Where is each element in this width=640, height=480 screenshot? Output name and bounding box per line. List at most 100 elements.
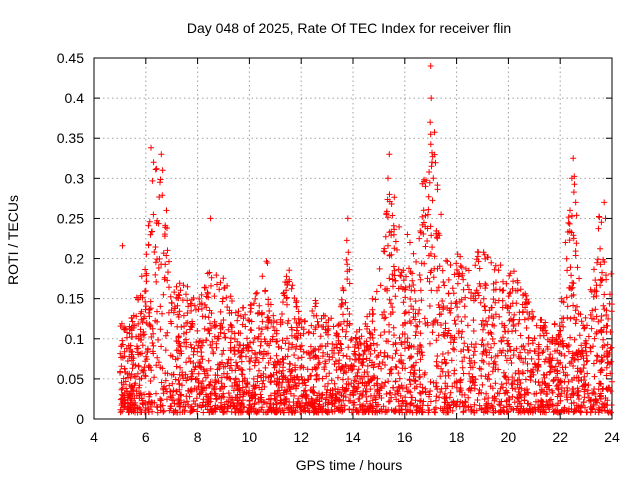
data-point [416, 318, 423, 325]
data-point [430, 321, 437, 328]
data-point [570, 399, 577, 406]
data-point [247, 358, 254, 365]
data-point [225, 360, 231, 367]
data-point [517, 349, 524, 356]
data-point [527, 377, 534, 384]
data-point [124, 334, 130, 341]
data-point [564, 387, 571, 394]
data-point [490, 409, 497, 416]
data-point [544, 391, 551, 397]
data-point [256, 349, 263, 356]
data-point [180, 399, 187, 406]
data-point [522, 376, 529, 383]
data-point [287, 404, 294, 411]
data-point [262, 373, 269, 380]
data-point [432, 409, 439, 416]
data-point [286, 267, 293, 274]
data-point [573, 349, 580, 356]
x-tick-label: 14 [345, 429, 361, 445]
data-point [558, 390, 565, 397]
data-point [140, 369, 147, 375]
data-point [535, 398, 542, 405]
data-point [141, 331, 148, 338]
data-point [149, 348, 156, 355]
data-point [307, 343, 314, 350]
data-point [377, 332, 384, 339]
data-point [525, 334, 532, 341]
data-point [392, 350, 399, 357]
data-point [198, 291, 205, 298]
data-point [354, 408, 361, 414]
data-point [454, 280, 461, 287]
data-point [266, 308, 273, 314]
data-point [310, 330, 317, 337]
data-point [599, 269, 605, 276]
data-point [228, 309, 235, 316]
data-point [489, 368, 496, 375]
data-point [395, 370, 402, 377]
y-tick-label: 0.4 [65, 90, 85, 106]
data-point [329, 408, 336, 415]
data-point [326, 391, 333, 398]
data-point [448, 357, 455, 364]
data-point [391, 267, 398, 274]
x-tick-label: 6 [142, 429, 150, 445]
data-point [401, 310, 408, 317]
data-point [333, 391, 339, 397]
data-point [429, 197, 436, 204]
data-point [330, 323, 337, 330]
data-point [179, 409, 186, 415]
data-point [443, 405, 449, 412]
data-point [177, 287, 184, 294]
data-point [580, 399, 587, 406]
data-points [117, 63, 615, 416]
data-point [381, 329, 388, 335]
data-point [441, 394, 448, 400]
data-point [403, 273, 409, 280]
data-point [324, 351, 331, 358]
data-point [501, 390, 508, 397]
data-point [511, 268, 517, 275]
data-point [429, 244, 436, 251]
data-point [280, 299, 286, 306]
data-point [420, 219, 427, 226]
data-point [386, 321, 392, 328]
data-point [236, 387, 243, 394]
data-point [374, 386, 381, 393]
data-point [530, 366, 537, 373]
data-point [274, 338, 281, 345]
data-point [386, 191, 393, 198]
y-tick-label: 0.3 [65, 170, 85, 186]
data-point [327, 387, 334, 394]
data-point [346, 406, 353, 413]
data-point [568, 229, 575, 236]
data-point [402, 403, 409, 410]
data-point [537, 316, 544, 323]
data-point [310, 354, 317, 361]
data-point [364, 325, 370, 332]
data-point [117, 368, 124, 375]
data-point [344, 261, 351, 268]
data-point [539, 349, 546, 356]
data-point [571, 314, 578, 321]
data-point [410, 314, 417, 321]
data-point [354, 338, 360, 345]
data-point [408, 287, 415, 294]
data-point [507, 355, 514, 362]
data-point [369, 409, 376, 416]
data-point [257, 372, 264, 379]
data-point [465, 394, 472, 401]
data-point [117, 350, 124, 357]
data-point [342, 388, 349, 395]
data-point [451, 367, 458, 374]
data-point [354, 372, 361, 379]
data-point [492, 380, 499, 387]
data-point [157, 407, 164, 414]
data-point [372, 394, 379, 401]
data-point [426, 252, 432, 259]
data-point [188, 302, 195, 308]
data-point [254, 373, 261, 380]
data-point [521, 397, 528, 404]
data-point [483, 282, 489, 289]
data-point [478, 366, 485, 373]
